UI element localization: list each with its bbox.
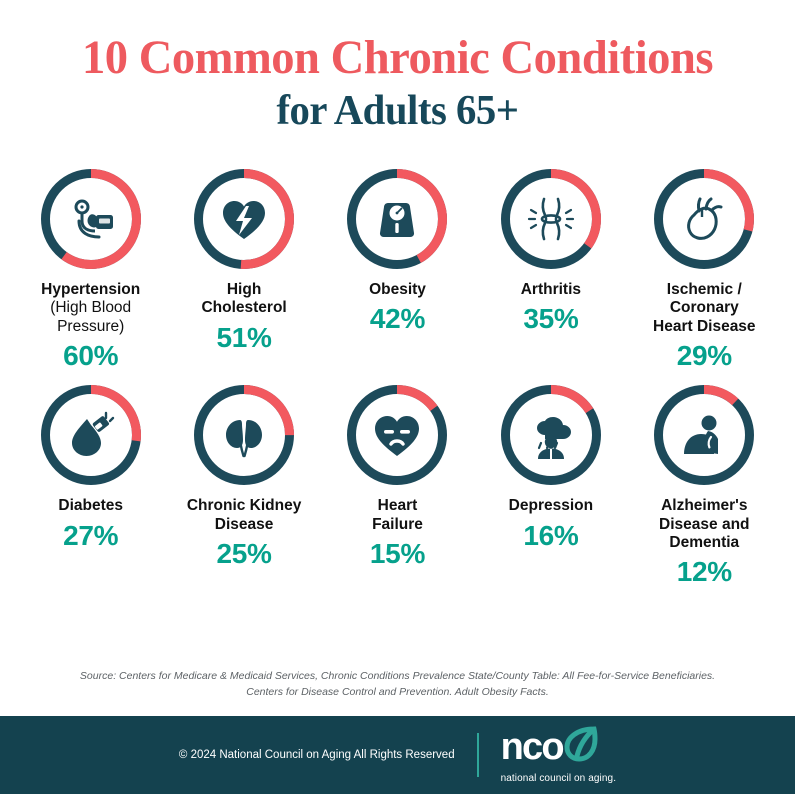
condition-label: Chronic Kidney Disease xyxy=(187,497,302,534)
sad-heart-face-icon xyxy=(346,384,448,486)
condition-label-line: Hypertension xyxy=(41,281,141,298)
blood-pressure-cuff-icon xyxy=(40,168,142,270)
condition-card: Alzheimer's Disease and Dementia 12% xyxy=(628,384,781,586)
copyright-text: © 2024 National Council on Aging All Rig… xyxy=(178,749,455,761)
condition-label: Depression xyxy=(509,497,593,515)
condition-label-line: Cholesterol xyxy=(201,299,287,317)
condition-percent: 25% xyxy=(216,537,272,569)
person-rain-cloud-icon xyxy=(500,384,602,486)
condition-label-line: (High Blood xyxy=(50,299,132,317)
logo-tagline: national council on aging. xyxy=(500,773,617,784)
condition-gauge xyxy=(500,384,602,486)
source-line-1: Source: Centers for Medicare & Medicaid … xyxy=(79,670,716,682)
source-line-2: Centers for Disease Control and Preventi… xyxy=(246,686,549,699)
weight-scale-icon xyxy=(346,168,448,270)
title-line-1: 10 Common Chronic Conditions xyxy=(81,31,714,84)
condition-label-line: Heart Disease xyxy=(653,317,756,335)
condition-label: Alzheimer's Disease and Dementia xyxy=(659,497,749,552)
condition-card: Chronic Kidney Disease 25% xyxy=(167,384,320,586)
condition-card: Heart Failure 15% xyxy=(321,384,474,586)
condition-label-line: Alzheimer's xyxy=(661,497,748,515)
footer-bar: © 2024 National Council on Aging All Rig… xyxy=(0,716,795,794)
condition-label-line: Obesity xyxy=(369,281,426,298)
source-note: Source: Centers for Medicare & Medicaid … xyxy=(0,668,795,701)
condition-percent: 29% xyxy=(676,339,732,371)
condition-gauge xyxy=(193,384,295,486)
footer-divider xyxy=(476,733,479,777)
condition-percent: 35% xyxy=(523,303,579,335)
condition-card: Depression 16% xyxy=(474,384,627,586)
condition-label-line: Failure xyxy=(372,515,423,533)
condition-gauge xyxy=(40,168,142,270)
ncoa-logo[interactable]: nco national council on aging. xyxy=(501,726,616,784)
condition-label-line: Disease and xyxy=(659,515,750,533)
condition-percent: 51% xyxy=(216,321,272,353)
heart-lightning-icon xyxy=(193,168,295,270)
condition-label-line: Chronic Kidney xyxy=(186,497,302,515)
condition-gauge xyxy=(346,168,448,270)
condition-label: Hypertension (High Blood Pressure) xyxy=(41,281,140,336)
condition-label-line: Disease xyxy=(214,515,274,533)
condition-label: High Cholesterol xyxy=(201,281,286,318)
condition-label-line: Depression xyxy=(508,497,594,515)
condition-percent: 42% xyxy=(369,303,426,335)
condition-card: Hypertension (High Blood Pressure) 60% xyxy=(14,168,167,370)
condition-label-line: Arthritis xyxy=(520,281,582,298)
condition-gauge xyxy=(653,384,755,486)
condition-percent: 60% xyxy=(63,339,119,371)
condition-card: Diabetes 27% xyxy=(14,384,167,586)
condition-label-line: High xyxy=(226,281,262,298)
condition-label-line: Dementia xyxy=(669,533,740,551)
kidneys-icon xyxy=(193,384,295,486)
condition-label-line: Heart xyxy=(377,497,418,515)
pensive-person-icon xyxy=(653,384,755,486)
condition-percent: 12% xyxy=(676,556,732,588)
condition-gauge xyxy=(500,168,602,270)
anatomical-heart-icon xyxy=(653,168,755,270)
title-line-2: for Adults 65+ xyxy=(276,88,519,134)
condition-label-line: Coronary xyxy=(669,299,739,317)
condition-label-line: Pressure) xyxy=(57,317,125,335)
condition-label: Heart Failure xyxy=(372,497,423,534)
condition-card: Ischemic / Coronary Heart Disease 29% xyxy=(628,168,781,370)
condition-card: High Cholesterol 51% xyxy=(167,168,320,370)
condition-label-line: Ischemic / xyxy=(666,281,742,298)
blood-glucose-drop-icon xyxy=(40,384,142,486)
condition-label: Diabetes xyxy=(58,497,123,515)
condition-card: Obesity 42% xyxy=(321,168,474,370)
condition-label: Arthritis xyxy=(521,281,581,299)
condition-gauge xyxy=(346,384,448,486)
condition-label-line: Diabetes xyxy=(58,497,123,515)
condition-label: Ischemic / Coronary Heart Disease xyxy=(653,281,756,336)
conditions-grid: Hypertension (High Blood Pressure) 60% Hig… xyxy=(0,168,795,586)
condition-label: Obesity xyxy=(369,281,426,299)
leaf-icon xyxy=(564,726,598,767)
condition-card: Arthritis 35% xyxy=(474,168,627,370)
knee-joint-pain-icon xyxy=(500,168,602,270)
condition-percent: 27% xyxy=(63,519,119,551)
condition-gauge xyxy=(193,168,295,270)
condition-percent: 15% xyxy=(369,537,426,569)
page-title: 10 Common Chronic Conditions for Adults … xyxy=(0,0,795,134)
logo-wordmark: nco xyxy=(500,726,565,769)
condition-gauge xyxy=(653,168,755,270)
condition-gauge xyxy=(40,384,142,486)
condition-percent: 16% xyxy=(523,519,579,551)
